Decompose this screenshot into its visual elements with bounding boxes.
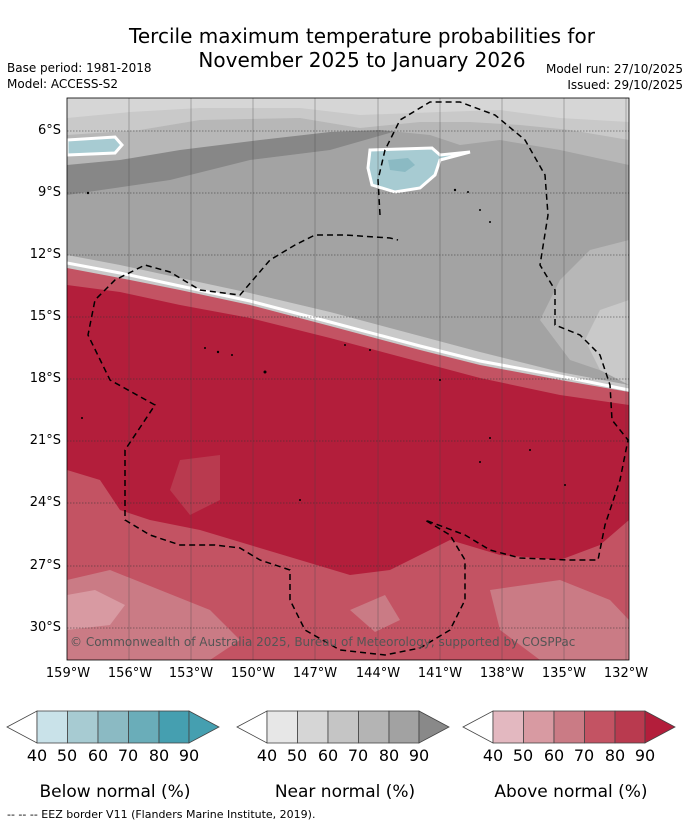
lon-label-156w: 156°W <box>107 666 153 681</box>
colorbar-above-bin-70-80 <box>584 710 616 744</box>
colorbar-near <box>236 710 450 744</box>
legend-near-normal <box>236 710 450 744</box>
tick-50: 50 <box>286 746 308 765</box>
lat-label-24s: 24°S <box>29 495 61 510</box>
lon-label-150w: 150°W <box>230 666 276 681</box>
legend-near-caption: Near normal (%) <box>274 782 416 802</box>
lat-label-21s: 21°S <box>29 433 61 448</box>
colorbar-near-bin-60-70 <box>327 710 359 744</box>
tick-80: 80 <box>604 746 626 765</box>
lat-label-18s: 18°S <box>29 371 61 386</box>
tick-50: 50 <box>56 746 78 765</box>
below-normal-blob-north <box>366 146 471 194</box>
eez-border <box>87 101 629 656</box>
legend-below-normal <box>6 710 220 744</box>
above-normal-band-80-patch <box>170 455 220 515</box>
lat-label-27s: 27°S <box>29 558 61 573</box>
tick-80: 80 <box>378 746 400 765</box>
colorbar-near-lower-arrow <box>236 710 268 744</box>
colorbar-above-bin-40-50 <box>492 710 524 744</box>
probability-map: © Commonwealth of Australia 2025, Bureau… <box>66 97 630 661</box>
legend-below-caption: Below normal (%) <box>39 782 191 802</box>
above-normal-band-60-center <box>350 595 400 632</box>
lat-label-12s: 12°S <box>29 247 61 262</box>
tick-40: 40 <box>26 746 48 765</box>
near-normal-band-80 <box>67 98 629 395</box>
page-title: Tercile maximum temperature probabilitie… <box>0 24 690 72</box>
lon-label-138w: 138°W <box>479 666 525 681</box>
below-normal-core-north <box>388 158 415 172</box>
near-normal-band-50-north <box>67 98 629 122</box>
above-normal-band-60-se <box>490 580 629 660</box>
colorbar-above-bin-80-90 <box>614 710 646 744</box>
model-run: Model run: 27/10/2025 <box>545 62 683 76</box>
lon-label-135w: 135°W <box>541 666 587 681</box>
tick-50: 50 <box>512 746 534 765</box>
lon-label-144w: 144°W <box>355 666 401 681</box>
tick-70: 70 <box>117 746 139 765</box>
lon-label-159w: 159°W <box>45 666 91 681</box>
map-frame <box>66 97 630 661</box>
colorbar-above-bin-50-60 <box>523 710 555 744</box>
tick-60: 60 <box>543 746 565 765</box>
eez-footnote: -- -- -- EEZ border V11 (Flanders Marine… <box>7 808 316 821</box>
tick-90: 90 <box>634 746 656 765</box>
lat-label-6s: 6°S <box>37 123 61 138</box>
graticule <box>67 130 629 629</box>
legend-above-normal <box>462 710 676 744</box>
copyright-text: © Commonwealth of Australia 2025, Bureau… <box>70 635 575 649</box>
colorbar-below-bin-50-60 <box>67 710 99 744</box>
map-field: © Commonwealth of Australia 2025, Bureau… <box>67 98 629 660</box>
lon-label-147w: 147°W <box>292 666 338 681</box>
tick-90: 90 <box>408 746 430 765</box>
near-normal-east-lighter <box>585 300 629 385</box>
tick-60: 60 <box>87 746 109 765</box>
meta-right: Model run: 27/10/2025 Issued: 29/10/2025 <box>546 61 683 93</box>
below-normal-blob-west <box>67 135 124 157</box>
colorbar-below-bin-40-50 <box>36 710 68 744</box>
tick-90: 90 <box>178 746 200 765</box>
legend-above-caption: Above normal (%) <box>494 782 648 802</box>
lon-label-132w: 132°W <box>603 666 649 681</box>
issued-date: Issued: 29/10/2025 <box>567 78 683 92</box>
colorbar-below-upper-arrow <box>188 710 220 744</box>
colorbar-above-upper-arrow <box>644 710 676 744</box>
lat-label-15s: 15°S <box>29 309 61 324</box>
meta-left: Base period: 1981-2018 Model: ACCESS-S2 <box>7 60 152 92</box>
colorbar-below-bin-70-80 <box>128 710 160 744</box>
lon-label-141w: 141°W <box>417 666 463 681</box>
title-line-2: November 2025 to January 2026 <box>198 48 526 72</box>
tick-70: 70 <box>573 746 595 765</box>
colorbar-near-bin-70-80 <box>358 710 390 744</box>
colorbar-above <box>462 710 676 744</box>
tick-40: 40 <box>256 746 278 765</box>
colorbar-above-lower-arrow <box>462 710 494 744</box>
island-markers <box>81 188 566 501</box>
tercile-boundary <box>67 261 629 392</box>
colorbar-below-bin-80-90 <box>158 710 190 744</box>
lon-label-153w: 153°W <box>168 666 214 681</box>
above-normal-band-50-southwest <box>67 590 125 630</box>
colorbar-near-bin-40-50 <box>266 710 298 744</box>
lat-label-9s: 9°S <box>37 185 61 200</box>
colorbar-below-bin-60-70 <box>97 710 129 744</box>
tick-40: 40 <box>482 746 504 765</box>
base-period: Base period: 1981-2018 <box>7 61 152 75</box>
model-name: Model: ACCESS-S2 <box>7 77 119 91</box>
colorbar-above-bin-60-70 <box>553 710 585 744</box>
colorbar-below-lower-arrow <box>6 710 38 744</box>
colorbar-near-upper-arrow <box>418 710 450 744</box>
title-line-1: Tercile maximum temperature probabilitie… <box>129 24 595 48</box>
tick-70: 70 <box>347 746 369 765</box>
colorbar-near-bin-50-60 <box>297 710 329 744</box>
above-normal-band-60-south <box>67 570 240 660</box>
lat-label-30s: 30°S <box>29 620 61 635</box>
tick-80: 80 <box>148 746 170 765</box>
tick-60: 60 <box>317 746 339 765</box>
colorbar-near-bin-80-90 <box>388 710 420 744</box>
colorbar-below <box>6 710 220 744</box>
